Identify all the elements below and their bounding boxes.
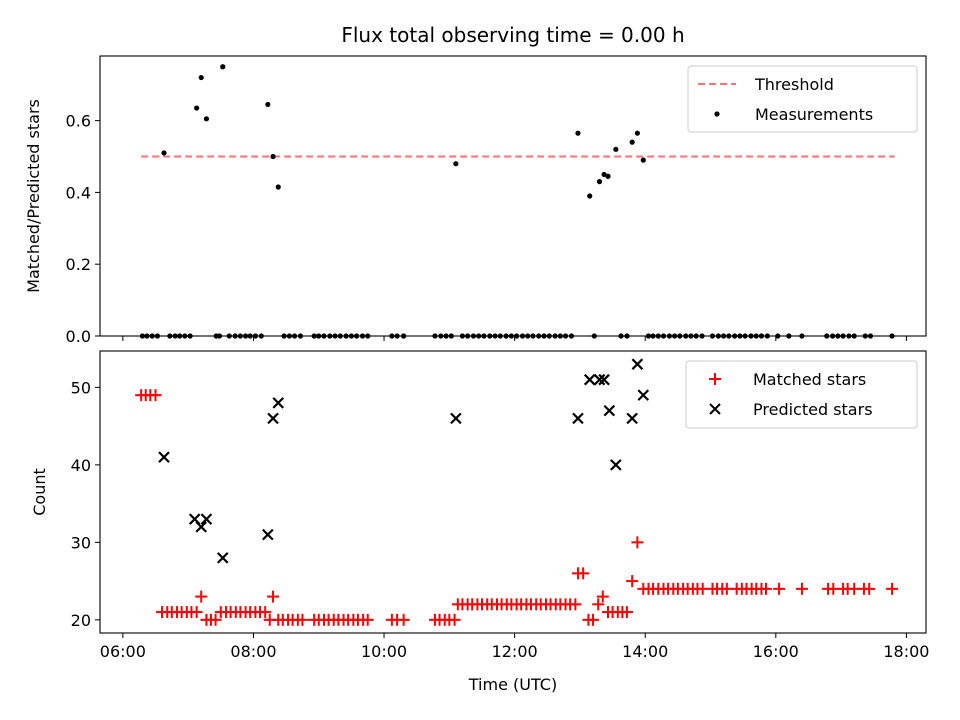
top-y-tick-label: 0.2 — [66, 255, 91, 274]
measurement-point — [203, 116, 210, 122]
matched-star-point — [631, 536, 644, 549]
matched-legend-swatch — [709, 373, 721, 385]
predicted-star-point — [450, 412, 462, 425]
predicted-star-point — [631, 358, 644, 370]
matched-star-point — [760, 582, 773, 595]
predicted-star-point — [267, 412, 279, 425]
top-y-tick-label: 0.4 — [66, 183, 91, 202]
matched-star-point — [773, 582, 786, 595]
top-x-ticks — [122, 336, 907, 341]
measurement-point — [270, 153, 276, 160]
measurements-legend-label: Measurements — [755, 105, 873, 124]
bottom-y-tick-label: 20 — [71, 611, 91, 630]
predicted-star-point — [572, 412, 584, 425]
bottom-x-tick-label: 16:00 — [753, 642, 799, 661]
matched-star-point — [569, 598, 582, 611]
matched-legend-label: Matched stars — [753, 370, 866, 389]
matched-star-point — [190, 606, 203, 619]
bottom-x-tick-label: 06:00 — [100, 642, 146, 661]
measurement-point — [194, 105, 200, 111]
bottom-legend: Matched stars Predicted stars — [685, 360, 918, 429]
threshold-legend-label: Threshold — [754, 75, 834, 94]
bottom-x-tick-label: 08:00 — [230, 642, 276, 661]
predicted-star-point — [610, 459, 622, 471]
measurement-point — [453, 161, 459, 167]
measurement-point — [640, 157, 646, 163]
matched-star-point — [596, 590, 609, 603]
matched-star-point — [626, 575, 639, 588]
bottom-x-tick-label: 14:00 — [622, 642, 668, 661]
matched-star-point — [397, 613, 410, 626]
measurement-point — [587, 193, 593, 199]
measurement-point — [575, 130, 581, 136]
predicted-star-point — [216, 552, 229, 564]
matched-star-point — [195, 590, 208, 603]
matched-star-point — [863, 582, 876, 595]
matched-star-point — [795, 582, 808, 595]
matched-star-point — [149, 389, 162, 402]
measurement-point — [613, 146, 619, 152]
predicted-star-point — [195, 521, 207, 533]
top-y-tick-label: 0.6 — [66, 112, 91, 131]
top-y-tick-label: 0.0 — [66, 327, 91, 346]
bottom-x-tick-label: 12:00 — [492, 642, 538, 661]
predicted-stars-layer — [158, 358, 650, 564]
top-y-axis-label: Matched/Predicted stars — [24, 99, 43, 293]
matched-star-point — [267, 590, 280, 603]
matched-star-point — [259, 606, 272, 619]
predicted-star-point — [272, 397, 285, 409]
measurements-legend-swatch — [714, 111, 720, 117]
top-axes: 0.0 0.2 0.4 0.6 Matched/Predicted stars Thr… — [24, 55, 927, 346]
matched-star-point — [448, 613, 461, 626]
bottom-axes-frame — [99, 350, 927, 634]
matched-star-point — [592, 598, 605, 611]
bottom-y-tick-label: 50 — [71, 378, 91, 397]
predicted-star-point — [200, 513, 213, 525]
measurement-point — [634, 130, 640, 136]
measurement-point — [161, 150, 167, 156]
top-axes-frame — [99, 55, 927, 337]
matched-star-point — [209, 613, 222, 626]
matched-stars-layer — [135, 389, 899, 626]
measurement-point — [220, 64, 226, 70]
top-y-ticks: 0.0 0.2 0.4 0.6 — [66, 112, 100, 346]
bottom-x-tick-label: 18:00 — [883, 642, 929, 661]
predicted-legend-swatch — [709, 403, 721, 415]
predicted-star-point — [637, 389, 650, 401]
bottom-y-tick-label: 30 — [71, 533, 91, 552]
chart-title: Flux total observing time = 0.00 h — [341, 23, 684, 47]
top-legend-box — [687, 65, 918, 133]
predicted-star-point — [262, 528, 274, 541]
top-legend: Threshold Measurements — [687, 65, 918, 133]
predicted-star-point — [598, 373, 610, 386]
matched-star-point — [296, 613, 309, 626]
bottom-x-ticks: 06:00 08:00 10:00 12:00 14:00 16:00 18:00 — [100, 633, 929, 661]
bottom-legend-box — [685, 360, 918, 429]
bottom-y-tick-label: 40 — [71, 456, 91, 475]
measurement-point — [629, 139, 635, 145]
bottom-x-tick-label: 10:00 — [361, 642, 407, 661]
measurement-point — [601, 171, 607, 178]
bottom-y-ticks: 20 30 40 50 — [71, 378, 100, 630]
predicted-legend-label: Predicted stars — [753, 400, 873, 419]
bottom-y-axis-label: Count — [30, 468, 49, 516]
predicted-star-point — [593, 373, 606, 386]
matched-star-point — [361, 613, 374, 626]
predicted-star-point — [603, 404, 616, 417]
matched-star-point — [620, 606, 633, 619]
predicted-star-point — [583, 373, 596, 386]
measurement-point — [265, 101, 271, 108]
matched-star-point — [577, 567, 590, 580]
measurement-point — [275, 184, 281, 190]
measurement-point — [596, 179, 603, 185]
matched-star-point — [886, 582, 899, 595]
predicted-star-point — [626, 412, 638, 425]
x-axis-label: Time (UTC) — [468, 675, 557, 694]
measurement-point — [198, 74, 204, 81]
matched-star-point — [586, 613, 599, 626]
measurement-point — [605, 173, 611, 179]
bottom-axes: 20 30 40 50 06:00 08:00 10:00 12:00 14:00 16:00 1… — [30, 350, 929, 694]
predicted-star-point — [158, 451, 170, 463]
